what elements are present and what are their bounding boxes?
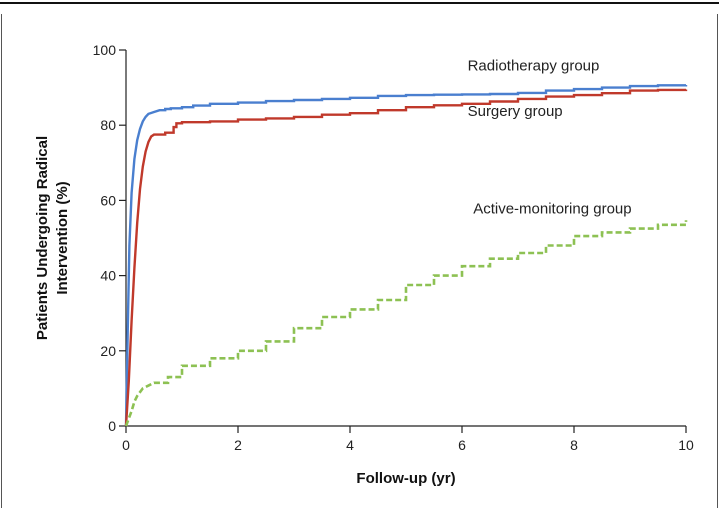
annotation-layer: Radiotherapy group Surgery group Active-mo… (468, 58, 632, 218)
series-line-active-monitoring-group (124, 220, 688, 427)
x-tick-label: 0 (122, 437, 130, 453)
y-tick-label: 20 (100, 343, 116, 359)
y-tick-label: 80 (100, 117, 116, 133)
series-layer (124, 84, 688, 427)
y-axis-title: Patients Undergoing Radical Intervention… (34, 136, 71, 340)
y-axis-title-line-1: Patients Undergoing Radical (34, 136, 51, 340)
y-tick-label: 60 (100, 192, 116, 208)
series-label: Active-monitoring group (473, 201, 631, 218)
left-border (1, 14, 2, 508)
series-label: Radiotherapy group (468, 58, 600, 75)
x-axis-title: Follow-up (yr) (356, 470, 455, 487)
axes: 0 20 40 60 80 100 0 2 4 6 8 10 (93, 42, 694, 453)
series-line-surgery-group (124, 88, 688, 427)
y-axis-title-line-2: Intervention (%) (54, 181, 71, 294)
x-tick-label: 8 (570, 437, 578, 453)
x-tick-label: 6 (458, 437, 466, 453)
y-tick-label: 40 (100, 268, 116, 284)
right-border (717, 14, 718, 508)
y-tick-label: 100 (93, 42, 117, 58)
series-line-radiotherapy-group (124, 84, 688, 427)
top-rule (0, 2, 719, 4)
x-tick-label: 2 (234, 437, 242, 453)
x-tick-label: 10 (678, 437, 694, 453)
y-tick-label: 0 (108, 418, 116, 434)
series-label: Surgery group (468, 103, 563, 120)
x-tick-label: 4 (346, 437, 354, 453)
